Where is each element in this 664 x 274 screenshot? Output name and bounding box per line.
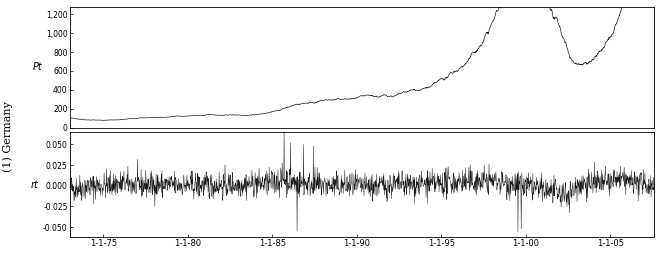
Y-axis label: rt: rt — [31, 179, 39, 190]
Y-axis label: Pt: Pt — [33, 62, 42, 72]
Text: (1) Germany: (1) Germany — [3, 102, 13, 172]
